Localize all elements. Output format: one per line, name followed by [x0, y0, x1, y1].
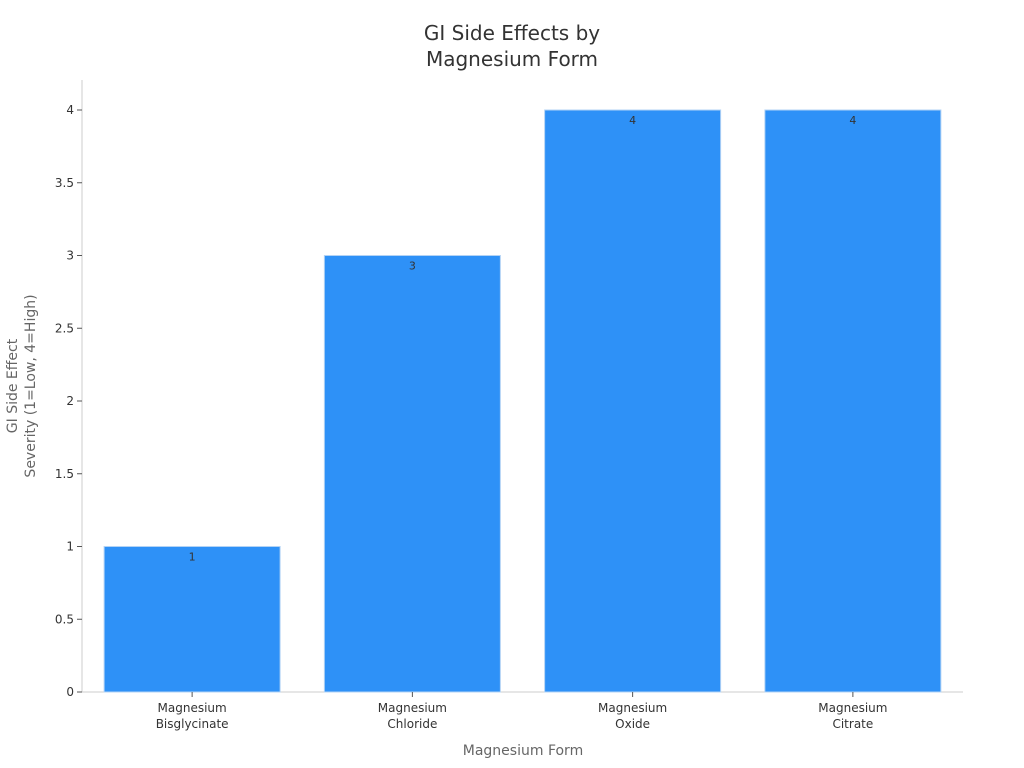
x-tick-label: Oxide	[615, 717, 650, 731]
y-tick-label: 1.5	[55, 467, 74, 481]
x-tick-label: Magnesium	[158, 701, 227, 715]
x-tick-label: Magnesium	[818, 701, 887, 715]
bar	[103, 546, 281, 693]
y-tick-label: 0	[66, 685, 74, 699]
x-tick-label: Magnesium	[378, 701, 447, 715]
x-axis-title: Magnesium Form	[463, 743, 583, 759]
bar-data-label: 4	[629, 114, 636, 127]
y-tick-label: 2	[66, 394, 74, 408]
y-axis-title-line-1: GI Side Effect	[5, 338, 21, 433]
y-tick-label: 1	[66, 540, 74, 554]
bar	[764, 109, 942, 693]
y-tick-label: 0.5	[55, 612, 74, 626]
bar	[544, 109, 722, 693]
plot-area: 0 0.5 1 1.5 2 2.5 3 3.5 4 1 Magnesium Bisglycinate 3…	[55, 80, 963, 731]
y-tick-label: 3	[66, 249, 74, 263]
y-tick-label: 4	[66, 103, 74, 117]
x-tick-label: Magnesium	[598, 701, 667, 715]
bar	[323, 255, 501, 693]
bar-data-label: 1	[189, 551, 196, 564]
bar-data-label: 4	[849, 114, 856, 127]
chart-title-line-2: Magnesium Form	[426, 47, 598, 71]
y-axis-title-line-2: Severity (1=Low, 4=High)	[23, 294, 39, 477]
x-tick-label: Bisglycinate	[156, 717, 229, 731]
x-tick-label: Chloride	[387, 717, 437, 731]
x-tick-label: Citrate	[832, 717, 873, 731]
bar-data-label: 3	[409, 260, 416, 273]
y-tick-label: 2.5	[55, 321, 74, 335]
y-tick-label: 3.5	[55, 176, 74, 190]
chart-title-line-1: GI Side Effects by	[424, 21, 600, 45]
